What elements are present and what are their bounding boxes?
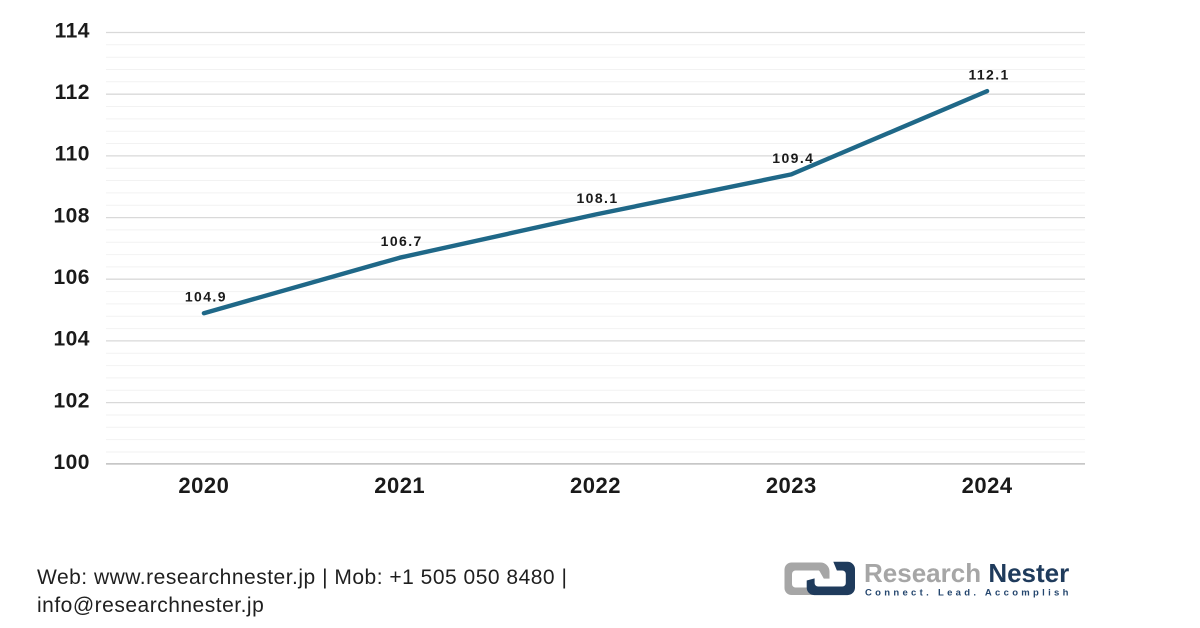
svg-text:108.1: 108.1: [576, 190, 618, 206]
svg-text:104: 104: [53, 328, 90, 351]
svg-text:2020: 2020: [178, 473, 229, 498]
svg-text:100: 100: [53, 451, 90, 474]
svg-text:2022: 2022: [570, 473, 621, 498]
svg-text:2024: 2024: [962, 473, 1013, 498]
svg-text:112: 112: [55, 81, 90, 104]
svg-text:110: 110: [55, 143, 90, 166]
svg-text:109.4: 109.4: [772, 150, 814, 166]
svg-text:106: 106: [53, 266, 90, 289]
svg-text:2023: 2023: [766, 473, 817, 498]
svg-text:114: 114: [55, 19, 90, 42]
svg-text:104.9: 104.9: [185, 289, 227, 305]
svg-text:112.1: 112.1: [968, 67, 1009, 83]
svg-text:Connect. Lead. Accomplish: Connect. Lead. Accomplish: [865, 588, 1072, 599]
svg-text:info@researchnester.jp: info@researchnester.jp: [37, 594, 264, 617]
svg-text:Research Nester: Research Nester: [864, 558, 1069, 588]
svg-text:108: 108: [53, 204, 90, 227]
svg-text:102: 102: [53, 389, 90, 412]
svg-text:106.7: 106.7: [381, 233, 423, 249]
svg-text:Web: www.researchnester.jp | M: Web: www.researchnester.jp | Mob: +1 505…: [37, 566, 567, 589]
svg-text:2021: 2021: [374, 473, 425, 498]
